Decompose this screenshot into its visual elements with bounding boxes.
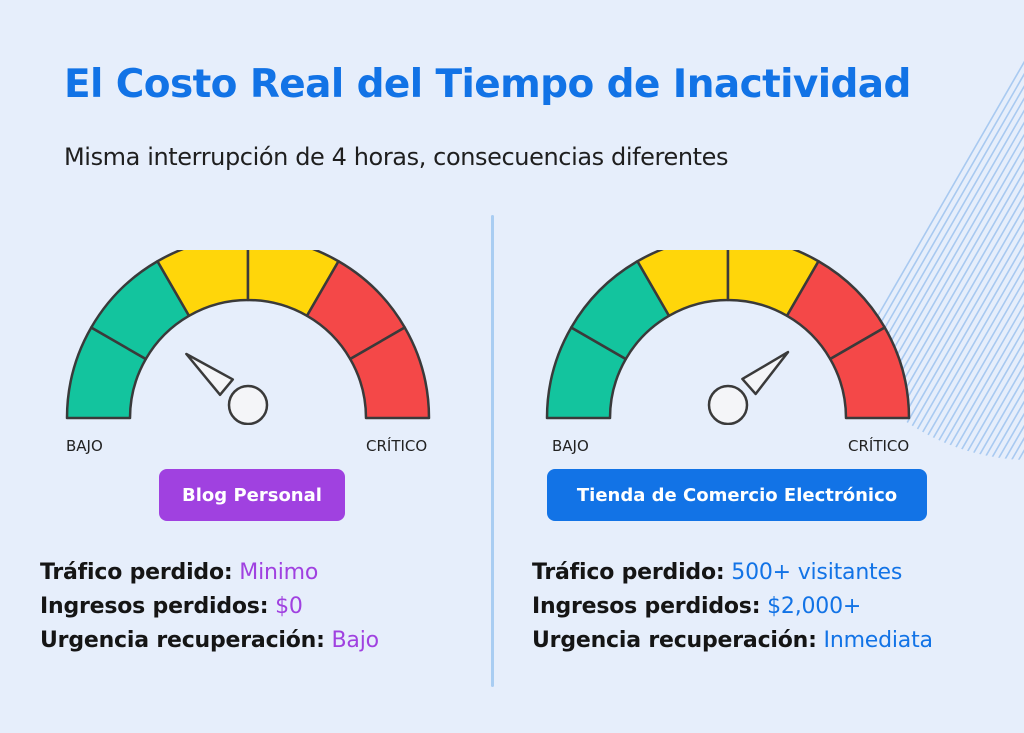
stat-row: Ingresos perdidos: $2,000+: [532, 590, 933, 624]
stats-personal-blog: Tráfico perdido: Minimo Ingresos perdido…: [40, 556, 379, 658]
decorative-stripe: [927, 20, 1024, 460]
gauge-needle: [741, 350, 790, 396]
badge-personal-blog: Blog Personal: [159, 469, 345, 521]
decorative-stripe: [962, 20, 1024, 460]
stat-label: Urgencia recuperación:: [40, 628, 325, 653]
gauge-segment: [636, 250, 730, 318]
decorative-stripe: [934, 20, 1024, 460]
badge-ecommerce-store: Tienda de Comercio Electrónico: [547, 469, 927, 521]
decorative-stripe: [983, 20, 1024, 460]
decorative-stripe: [913, 20, 1024, 460]
scale-high-label-left: CRÍTICO: [366, 437, 428, 455]
decorative-stripe: [941, 20, 1024, 460]
gauge-needle: [185, 352, 235, 397]
page-subtitle: Misma interrupción de 4 horas, consecuen…: [64, 143, 729, 171]
gauge-segment: [156, 250, 250, 318]
gauge-hub: [227, 384, 269, 425]
stat-label: Urgencia recuperación:: [532, 628, 817, 653]
scale-low-label-right: BAJO: [552, 437, 589, 455]
page-title: El Costo Real del Tiempo de Inactividad: [64, 62, 911, 107]
stat-label: Ingresos perdidos:: [40, 594, 269, 619]
stat-label: Ingresos perdidos:: [532, 594, 761, 619]
stats-ecommerce-store: Tráfico perdido: 500+ visitantes Ingreso…: [532, 556, 933, 658]
stat-value: $2,000+: [767, 594, 862, 619]
gauge-segment: [348, 326, 431, 420]
stat-value: Minimo: [239, 560, 319, 585]
gauge-personal-blog: [65, 250, 431, 425]
stat-row: Tráfico perdido: 500+ visitantes: [532, 556, 933, 590]
stat-row: Urgencia recuperación: Inmediata: [532, 624, 933, 658]
stat-value: Inmediata: [823, 628, 933, 653]
stat-label: Tráfico perdido:: [40, 560, 233, 585]
stat-value: 500+ visitantes: [731, 560, 903, 585]
scale-low-label-left: BAJO: [66, 437, 103, 455]
decorative-stripe: [878, 20, 1024, 460]
decorative-stripe: [810, 20, 1024, 460]
decorative-stripe: [892, 20, 1024, 460]
decorative-stripe: [920, 20, 1024, 460]
stat-row: Tráfico perdido: Minimo: [40, 556, 379, 590]
decorative-stripe: [969, 20, 1024, 460]
gauge-segment: [828, 326, 911, 420]
stat-value: Bajo: [331, 628, 380, 653]
scale-high-label-right: CRÍTICO: [848, 437, 910, 455]
stat-row: Ingresos perdidos: $0: [40, 590, 379, 624]
decorative-stripe: [899, 20, 1024, 460]
decorative-stripe: [955, 20, 1024, 460]
gauge-hub: [707, 384, 749, 425]
stat-row: Urgencia recuperación: Bajo: [40, 624, 379, 658]
decorative-stripe: [885, 20, 1024, 460]
decorative-stripe: [948, 20, 1024, 460]
stat-label: Tráfico perdido:: [532, 560, 725, 585]
stat-value: $0: [275, 594, 303, 619]
column-divider: [491, 215, 494, 687]
gauge-ecommerce-store: [545, 250, 911, 425]
decorative-stripe: [906, 20, 1024, 460]
